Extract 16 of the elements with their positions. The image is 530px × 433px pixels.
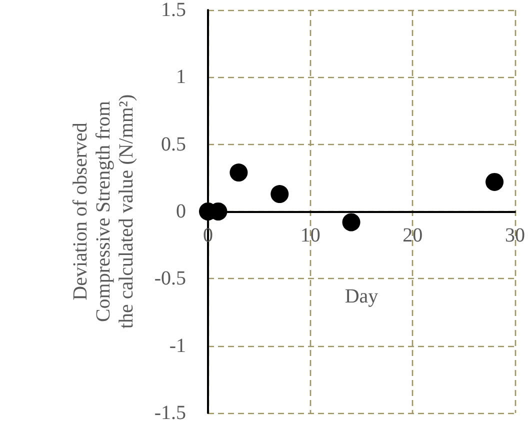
y-axis-title: Deviation of observed Compressive Strength from the calculated value (N/mm²) xyxy=(70,94,138,329)
y-tick-label: -1 xyxy=(169,334,186,357)
point xyxy=(270,185,289,204)
y-tick-label: -0.5 xyxy=(154,268,186,290)
y-tick-label: -1.5 xyxy=(154,402,186,424)
x-tick-label: 20 xyxy=(402,224,423,246)
y-tick-label: 1 xyxy=(176,66,186,88)
x-axis-title: Day xyxy=(344,286,378,308)
x-tick-label: 30 xyxy=(505,224,525,246)
y-tick-label: 1.5 xyxy=(161,0,186,21)
point xyxy=(342,213,360,232)
y-tick-label: 0 xyxy=(176,200,186,222)
point xyxy=(230,164,248,182)
y-tick-label: 0.5 xyxy=(161,133,186,156)
point xyxy=(486,172,504,191)
x-tick-label: 10 xyxy=(300,224,320,246)
